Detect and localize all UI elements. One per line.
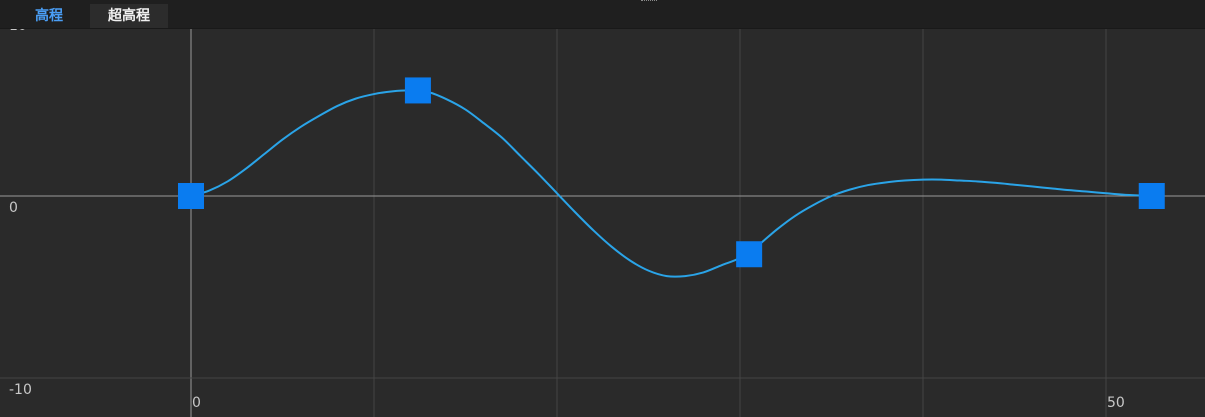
keyframe-handle-0[interactable]	[178, 183, 204, 209]
panel-resize-grip[interactable]	[641, 0, 657, 4]
x-tick-label: 0	[192, 395, 201, 411]
tab-elevation[interactable]: 高程	[14, 4, 84, 28]
y-tick-label: -10	[9, 382, 32, 398]
keyframe-handle-1[interactable]	[404, 77, 431, 104]
elevation-curve-chart[interactable]: 10 0 -10 0 50	[0, 29, 1205, 417]
keyframe-layer	[178, 77, 1165, 268]
tab-superelevation[interactable]: 超高程	[90, 4, 168, 28]
keyframe-handle-2[interactable]	[736, 241, 763, 268]
y-tick-label: 0	[9, 200, 18, 216]
y-tick-label: 10	[9, 29, 27, 34]
axis-labels: 10 0 -10 0 50	[9, 29, 1125, 411]
keyframe-handle-3[interactable]	[1138, 183, 1165, 209]
grid-layer	[0, 29, 1205, 417]
tab-bar: 高程 超高程	[0, 0, 1205, 29]
elevation-curve[interactable]	[190, 89, 1152, 278]
x-tick-label: 50	[1107, 395, 1125, 411]
